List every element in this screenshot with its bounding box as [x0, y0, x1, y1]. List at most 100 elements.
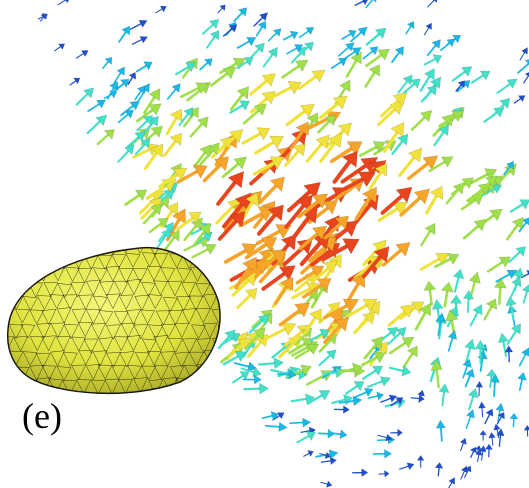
- velocity-arrow: [134, 138, 151, 156]
- mesh-triangle: [37, 247, 52, 256]
- velocity-arrow: [410, 394, 425, 403]
- mesh-triangle: [153, 365, 169, 381]
- velocity-arrow: [377, 202, 408, 222]
- mesh-triangle: [7, 365, 14, 381]
- mesh-triangle: [133, 324, 149, 340]
- mesh-triangle: [188, 295, 204, 311]
- mesh-triangle: [225, 310, 239, 324]
- mesh-triangle: [41, 309, 57, 326]
- velocity-arrow: [277, 369, 297, 380]
- mesh-triangle: [141, 282, 156, 298]
- mesh-triangle: [49, 294, 65, 310]
- velocity-arrow: [366, 376, 391, 388]
- velocity-arrow: [345, 51, 362, 78]
- velocity-arrow: [255, 20, 267, 37]
- velocity-arrow: [351, 468, 369, 478]
- velocity-arrow: [389, 336, 415, 355]
- velocity-arrow: [498, 332, 509, 358]
- mesh-triangle: [29, 364, 45, 381]
- velocity-arrow: [488, 431, 496, 446]
- velocity-arrow: [318, 349, 337, 367]
- ellipsoid-mesh: [6, 246, 239, 409]
- velocity-arrow: [258, 176, 285, 205]
- mesh-triangle: [76, 379, 92, 394]
- mesh-triangle: [92, 267, 108, 283]
- velocity-arrow: [249, 73, 276, 96]
- velocity-arrow: [420, 222, 436, 247]
- velocity-arrow: [354, 387, 374, 398]
- mesh-triangle: [197, 253, 213, 271]
- velocity-arrow: [331, 394, 353, 406]
- velocity-arrow: [414, 302, 432, 331]
- velocity-arrow: [303, 308, 322, 335]
- velocity-arrow: [233, 7, 248, 22]
- mesh-triangle: [85, 363, 101, 381]
- mesh-triangle: [62, 352, 78, 367]
- velocity-arrow: [253, 250, 287, 274]
- mesh-triangle: [120, 322, 136, 338]
- velocity-arrow: [165, 108, 183, 136]
- mesh-triangle: [190, 380, 206, 394]
- velocity-arrow: [469, 304, 483, 327]
- velocity-arrow: [285, 103, 315, 127]
- velocity-arrow: [244, 237, 278, 260]
- velocity-arrow: [323, 215, 349, 240]
- mesh-triangle: [176, 267, 192, 283]
- velocity-arrow: [475, 380, 484, 397]
- mesh-triangle: [13, 336, 29, 352]
- mesh-triangle: [133, 377, 148, 394]
- velocity-arrow: [232, 371, 250, 384]
- velocity-arrow: [262, 46, 278, 68]
- mesh-triangle: [146, 351, 162, 366]
- velocity-arrow: [261, 265, 296, 291]
- velocity-arrow: [380, 394, 398, 403]
- mesh-triangle: [105, 324, 121, 340]
- velocity-arrow: [509, 412, 519, 428]
- velocity-arrow: [120, 100, 141, 116]
- velocity-arrow: [462, 219, 487, 240]
- velocity-arrow: [402, 345, 418, 369]
- mesh-triangle: [106, 351, 121, 368]
- mesh-triangle: [85, 309, 101, 325]
- velocity-arrow: [523, 70, 529, 84]
- velocity-arrow: [435, 312, 446, 336]
- velocity-arrow: [242, 374, 262, 385]
- velocity-arrow: [222, 24, 238, 37]
- velocity-arrow: [484, 408, 494, 425]
- velocity-arrow: [343, 47, 362, 60]
- velocity-arrow: [377, 433, 393, 442]
- velocity-arrow: [338, 395, 363, 407]
- velocity-arrow: [96, 129, 115, 146]
- velocity-arrow: [54, 43, 66, 52]
- velocity-arrow: [460, 465, 468, 480]
- mesh-triangle: [42, 252, 58, 268]
- velocity-arrow: [136, 115, 154, 132]
- velocity-arrow: [518, 217, 529, 233]
- mesh-triangle: [71, 394, 85, 409]
- mesh-triangle: [160, 351, 176, 367]
- velocity-arrow: [467, 388, 479, 411]
- mesh-triangle: [202, 322, 218, 339]
- velocity-arrow: [390, 397, 404, 407]
- ellipsoid-surface: [6, 246, 221, 395]
- velocity-arrow: [464, 338, 476, 365]
- mesh-triangle: [77, 267, 93, 284]
- velocity-arrow: [162, 132, 182, 158]
- mesh-triangle: [83, 338, 99, 354]
- velocity-arrow: [451, 66, 473, 82]
- velocity-arrow: [410, 110, 433, 131]
- velocity-arrow: [127, 72, 137, 85]
- mesh-triangle: [62, 294, 78, 310]
- velocity-arrow: [509, 199, 529, 213]
- velocity-arrow: [521, 283, 529, 304]
- velocity-arrow: [289, 121, 309, 151]
- mesh-triangle: [15, 252, 31, 269]
- mesh-triangle: [36, 295, 52, 311]
- velocity-arrow: [486, 256, 511, 273]
- velocity-arrow: [464, 368, 475, 388]
- mesh-triangle: [22, 351, 38, 367]
- mesh-triangle: [176, 296, 191, 312]
- velocity-arrow: [309, 328, 330, 342]
- velocity-arrow: [365, 0, 378, 9]
- velocity-arrow: [69, 77, 81, 86]
